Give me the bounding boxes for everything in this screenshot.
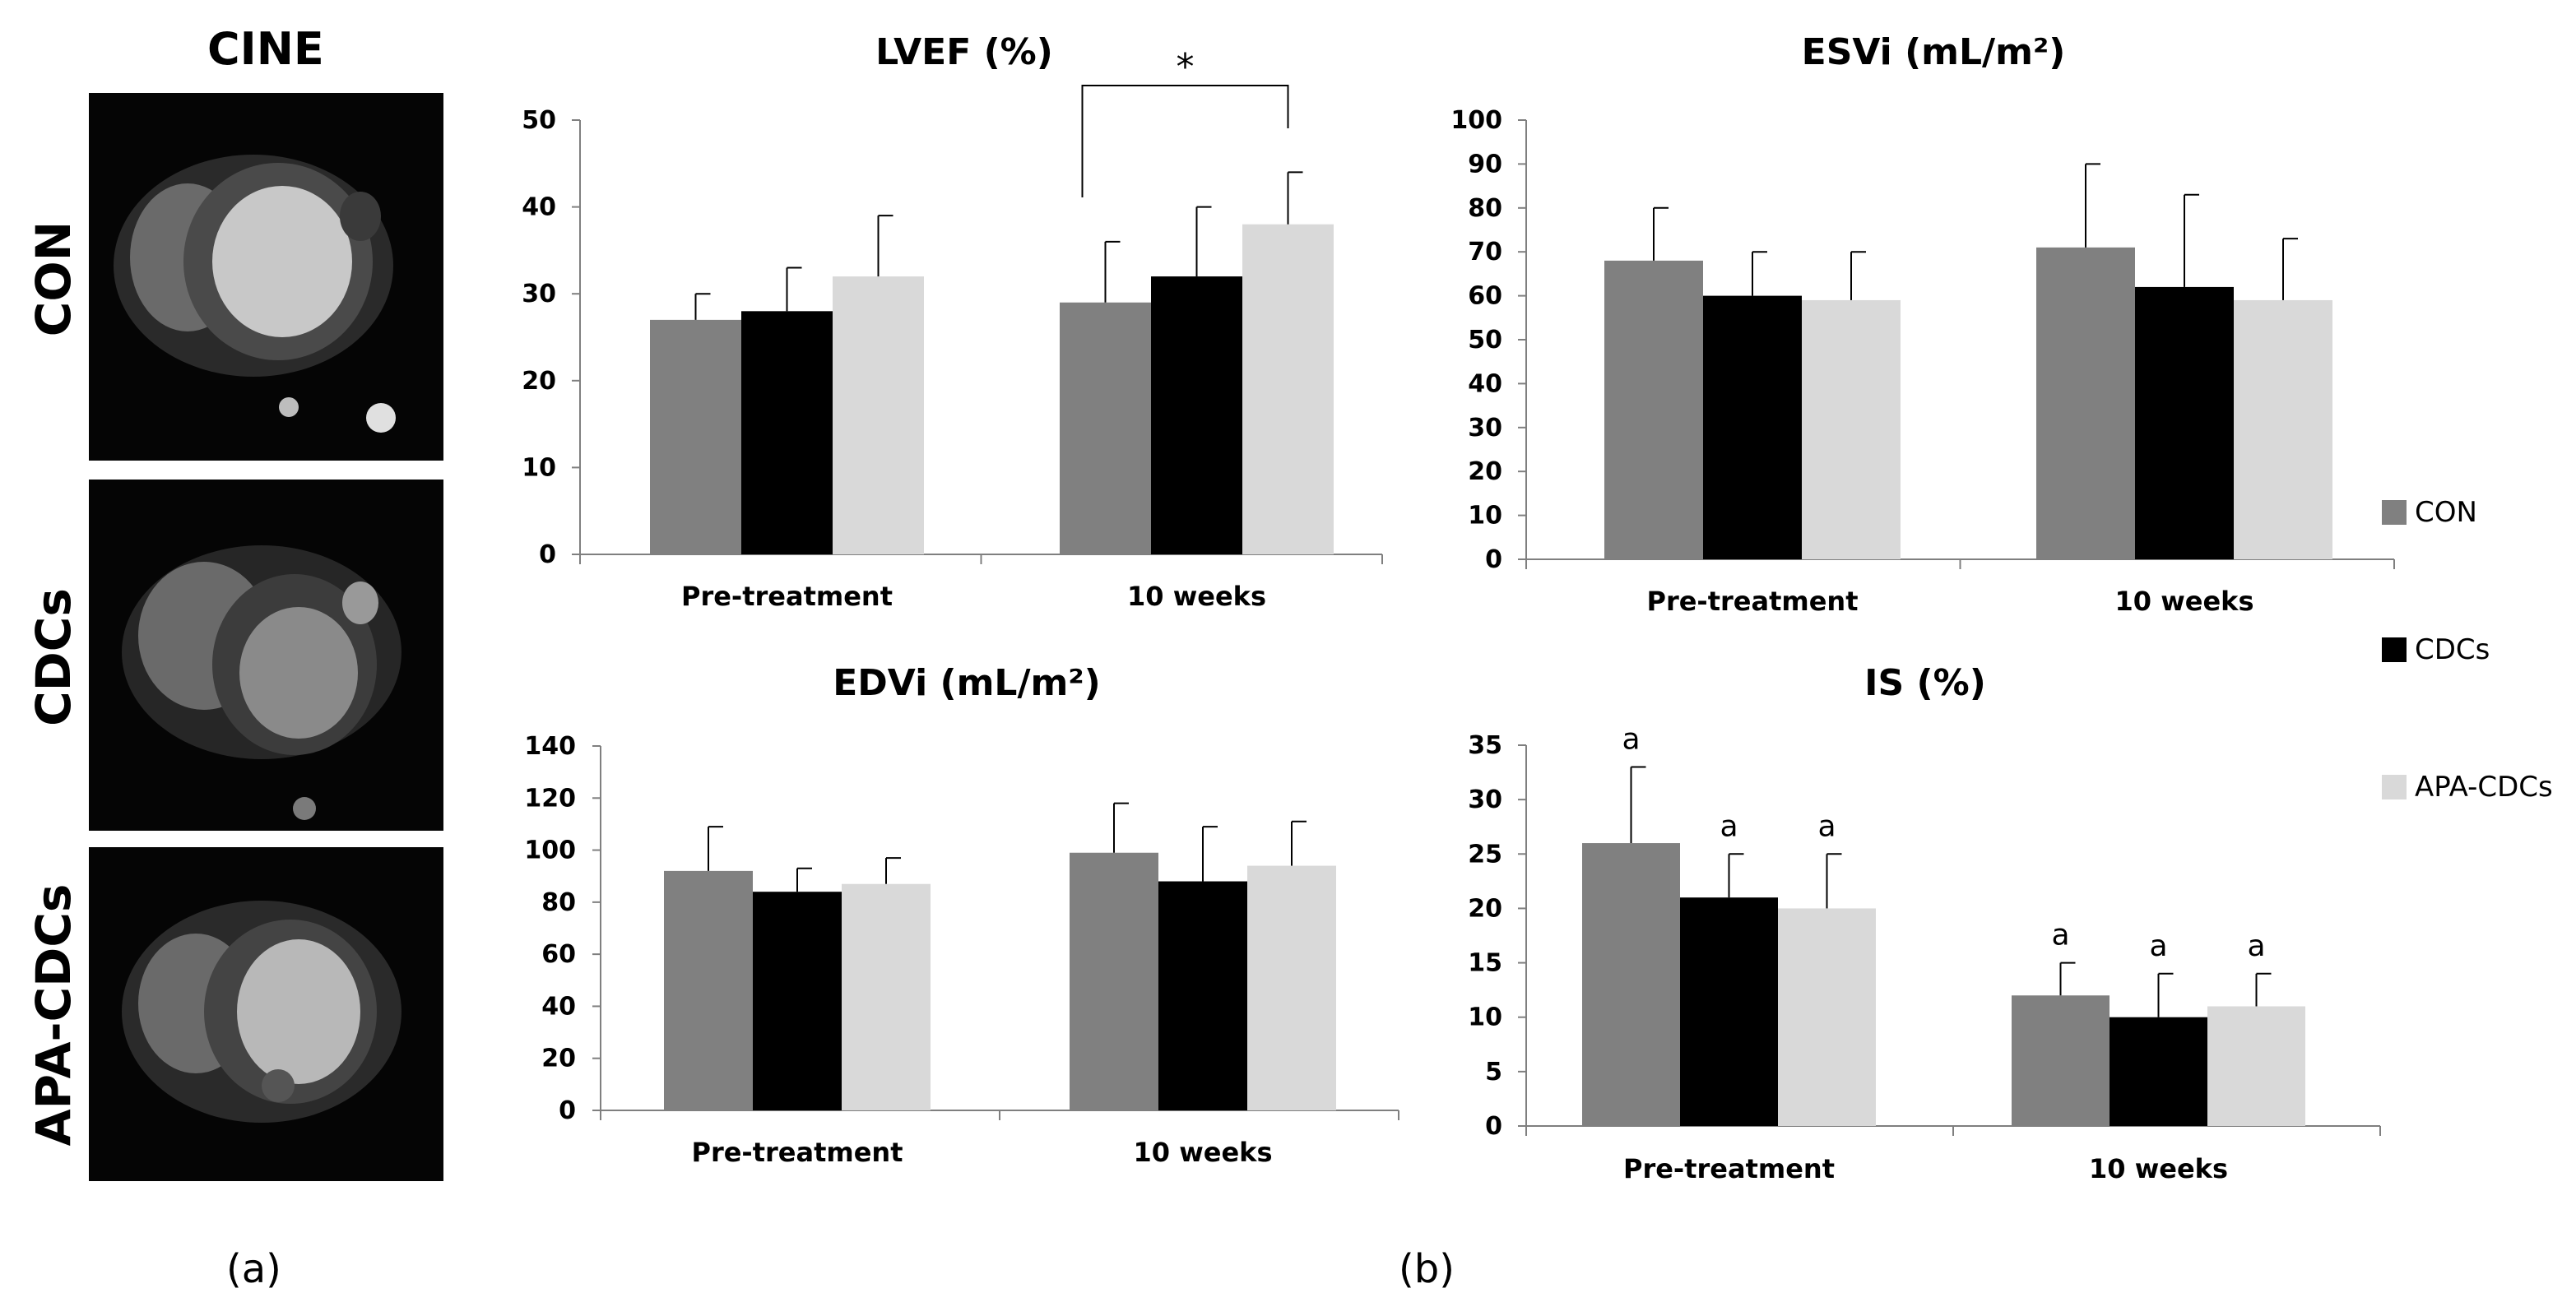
chart-1-category-label: 10 weeks bbox=[2115, 586, 2254, 617]
chart-0-y-tick-label: 10 bbox=[522, 453, 556, 482]
chart-1-bar bbox=[1802, 299, 1901, 559]
chart-1-category-label: Pre-treatment bbox=[1646, 586, 1858, 617]
chart-3-y-tick-label: 15 bbox=[1468, 949, 1502, 978]
cine-title: CINE bbox=[207, 23, 324, 75]
chart-2-y-tick-label: 20 bbox=[541, 1045, 576, 1073]
chart-3-data-label: a bbox=[1720, 809, 1738, 843]
chart-0-bar bbox=[1242, 224, 1334, 554]
chart-0-y-tick-label: 40 bbox=[522, 193, 556, 222]
chart-2-y-tick-label: 120 bbox=[524, 784, 576, 813]
chart-3-bar bbox=[1778, 908, 1876, 1126]
legend-label-con: CON bbox=[2415, 496, 2477, 529]
chart-3-bar bbox=[2012, 995, 2110, 1126]
chart-3-y-tick-label: 25 bbox=[1468, 840, 1502, 869]
legend-item-apa-cdcs: APA-CDCs bbox=[2382, 771, 2553, 804]
chart-3-title: IS (%) bbox=[1864, 662, 1986, 704]
chart-3-y-tick-label: 35 bbox=[1468, 731, 1502, 760]
mri-image-cdcs bbox=[89, 480, 443, 831]
chart-0-bar bbox=[833, 276, 924, 554]
legend-swatch-apa-cdcs bbox=[2382, 775, 2407, 799]
chart-3-bar bbox=[2207, 1006, 2305, 1126]
chart-1-y-tick-label: 80 bbox=[1468, 194, 1502, 223]
chart-3-data-label: a bbox=[2149, 929, 2167, 963]
chart-1-y-tick-label: 20 bbox=[1468, 457, 1502, 486]
chart-3-bar bbox=[1680, 897, 1778, 1126]
chart-0-category-label: 10 weeks bbox=[1127, 581, 1266, 612]
chart-0-bar bbox=[1151, 276, 1242, 554]
chart-3-data-label: a bbox=[1817, 809, 1836, 843]
chart-2-y-tick-label: 60 bbox=[541, 940, 576, 969]
chart-2-category-label: Pre-treatment bbox=[691, 1137, 903, 1168]
chart-2-bar bbox=[753, 892, 842, 1110]
chart-2-y-tick-label: 40 bbox=[541, 992, 576, 1021]
mri-image-con bbox=[89, 93, 443, 461]
legend-label-apa-cdcs: APA-CDCs bbox=[2415, 771, 2553, 804]
chart-1-y-tick-label: 70 bbox=[1468, 238, 1502, 266]
chart-1-title: ESVi (mL/m²) bbox=[1802, 31, 2066, 73]
chart-2-bar bbox=[1158, 881, 1247, 1110]
legend-item-con: CON bbox=[2382, 496, 2477, 529]
chart-3-data-label: a bbox=[2247, 929, 2265, 963]
chart-3-data-label: a bbox=[2051, 919, 2069, 952]
legend-swatch-con bbox=[2382, 500, 2407, 525]
mri-image-apa-cdcs bbox=[89, 847, 443, 1181]
legend-swatch-cdcs bbox=[2382, 637, 2407, 662]
chart-1-y-tick-label: 40 bbox=[1468, 369, 1502, 398]
chart-1-bar bbox=[1703, 295, 1802, 559]
chart-1-y-tick-label: 30 bbox=[1468, 414, 1502, 443]
chart-2-bar bbox=[1247, 865, 1336, 1110]
chart-2-bar bbox=[842, 883, 931, 1110]
panel-label-a: (a) bbox=[226, 1246, 281, 1292]
chart-0-y-tick-label: 0 bbox=[539, 540, 556, 569]
chart-3-y-tick-label: 30 bbox=[1468, 785, 1502, 814]
chart-0-significance-bracket bbox=[1081, 85, 1289, 197]
chart-0-title: LVEF (%) bbox=[875, 31, 1053, 73]
chart-1-bar bbox=[2135, 286, 2234, 559]
chart-1-y-tick-label: 100 bbox=[1450, 106, 1502, 135]
chart-0-y-tick-label: 30 bbox=[522, 280, 556, 308]
panel-label-b: (b) bbox=[1399, 1246, 1455, 1292]
chart-0-category-label: Pre-treatment bbox=[681, 581, 893, 612]
chart-2-title: EDVi (mL/m²) bbox=[833, 662, 1101, 704]
chart-2-y-tick-label: 0 bbox=[559, 1096, 576, 1125]
chart-2-y-tick-label: 140 bbox=[524, 732, 576, 761]
chart-0-significance-label: * bbox=[1177, 46, 1195, 88]
chart-2-y-tick-label: 100 bbox=[524, 836, 576, 865]
chart-2-category-label: 10 weeks bbox=[1134, 1137, 1273, 1168]
chart-0-bar bbox=[650, 319, 741, 554]
chart-0-y-tick-label: 50 bbox=[522, 106, 556, 135]
chart-3-y-tick-label: 10 bbox=[1468, 1003, 1502, 1032]
legend-label-cdcs: CDCs bbox=[2415, 633, 2490, 666]
chart-3-y-tick-label: 20 bbox=[1468, 894, 1502, 923]
chart-1-bar bbox=[1604, 260, 1703, 559]
chart-2-y-tick-label: 80 bbox=[541, 888, 576, 917]
chart-0-bar bbox=[741, 311, 833, 554]
chart-3-y-tick-label: 5 bbox=[1485, 1058, 1502, 1087]
legend-item-cdcs: CDCs bbox=[2382, 633, 2490, 666]
chart-3-bar bbox=[1582, 843, 1680, 1126]
chart-1-y-tick-label: 90 bbox=[1468, 150, 1502, 178]
chart-0-bar bbox=[1060, 302, 1151, 554]
chart-1-y-tick-label: 10 bbox=[1468, 502, 1502, 531]
chart-2-bar bbox=[664, 870, 753, 1110]
chart-3-category-label: 10 weeks bbox=[2089, 1153, 2228, 1184]
chart-1-y-tick-label: 60 bbox=[1468, 282, 1502, 311]
chart-3-data-label: a bbox=[1622, 722, 1640, 756]
chart-1-y-tick-label: 0 bbox=[1485, 545, 1502, 574]
chart-1-y-tick-label: 50 bbox=[1468, 326, 1502, 354]
chart-3-category-label: Pre-treatment bbox=[1623, 1153, 1835, 1184]
chart-1-bar bbox=[2234, 299, 2332, 559]
chart-3-y-tick-label: 0 bbox=[1485, 1112, 1502, 1141]
chart-3-bar bbox=[2110, 1017, 2207, 1126]
chart-2-bar bbox=[1070, 852, 1158, 1110]
chart-1-bar bbox=[2036, 247, 2135, 559]
chart-0-y-tick-label: 20 bbox=[522, 367, 556, 396]
